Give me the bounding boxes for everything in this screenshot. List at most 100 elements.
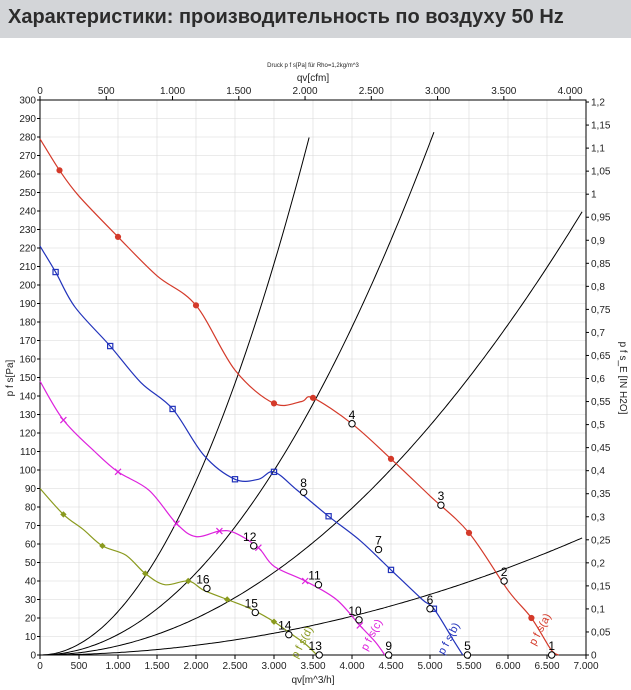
y-tick-label: 230 xyxy=(19,225,36,236)
y2-tick-label: 0,9 xyxy=(591,236,605,247)
y2-tick-label: 0,1 xyxy=(591,604,605,615)
y-tick-label: 70 xyxy=(25,521,37,532)
operating-point-marker xyxy=(374,545,383,554)
x2-tick-label: 2.500 xyxy=(359,86,384,97)
data-point xyxy=(356,621,364,629)
operating-point-label: 10 xyxy=(348,604,362,618)
y-tick-label: 60 xyxy=(25,540,37,551)
y2-tick-label: 0,4 xyxy=(591,466,605,477)
operating-point-label: 11 xyxy=(308,569,321,583)
data-point xyxy=(387,455,395,462)
y2-tick-label: 0,5 xyxy=(591,420,605,431)
x-tick-label: 6.500 xyxy=(534,661,559,672)
operating-point-marker xyxy=(285,630,293,639)
operating-point-label: 1 xyxy=(548,639,555,653)
y-tick-label: 100 xyxy=(19,466,36,477)
data-point xyxy=(60,511,67,518)
y-tick-label: 280 xyxy=(19,133,36,144)
y-tick-label: 120 xyxy=(19,429,36,440)
operating-point-label: 3 xyxy=(438,489,445,503)
data-point xyxy=(169,405,176,413)
data-point xyxy=(465,529,473,536)
operating-point-marker xyxy=(250,542,258,550)
y-tick-label: 50 xyxy=(25,558,37,569)
y2-tick-label: 1,1 xyxy=(591,144,605,155)
x2-tick-label: 4.000 xyxy=(558,86,583,97)
series-p-f-s-c- xyxy=(39,380,386,656)
y2-tick-label: 0,55 xyxy=(591,397,611,408)
operating-point-label: 13 xyxy=(309,639,323,653)
y-tick-label: 10 xyxy=(25,632,37,643)
data-point xyxy=(231,476,239,483)
data-point xyxy=(528,614,535,622)
y2-tick-label: 1 xyxy=(591,190,597,201)
x2-tick-label: 0 xyxy=(37,86,43,97)
operating-point-marker xyxy=(500,577,508,585)
x-tick-label: 3.000 xyxy=(261,661,286,672)
x2-tick-label: 3.000 xyxy=(425,86,450,97)
x-tick-label: 7.000 xyxy=(573,661,598,672)
y-tick-label: 130 xyxy=(19,410,36,421)
y2-tick-label: 0,85 xyxy=(591,259,611,270)
y-tick-label: 290 xyxy=(19,114,36,125)
operating-point-marker xyxy=(437,501,445,509)
chart-subtitle: Druck p f s[Pa] für Rho=1,2kg/m^3 xyxy=(267,63,359,69)
y2-tick-label: 0,25 xyxy=(591,535,611,546)
data-point xyxy=(192,302,200,309)
grid xyxy=(39,99,587,656)
x-tick-label: 0 xyxy=(37,661,43,672)
x-tick-label: 6.000 xyxy=(495,661,520,672)
operating-point-label: 12 xyxy=(243,530,257,544)
operating-point-label: 2 xyxy=(501,565,508,579)
y-tick-label: 260 xyxy=(19,170,36,181)
data-point xyxy=(106,342,114,350)
y-tick-label: 160 xyxy=(19,355,36,366)
x2-tick-label: 3.500 xyxy=(491,86,516,97)
x-tick-label: 4.500 xyxy=(378,661,403,672)
y2-tick-label: 0,95 xyxy=(591,213,611,224)
operating-point-marker xyxy=(315,651,323,659)
y2-tick-label: 0,65 xyxy=(591,351,611,362)
x-tick-label: 1.500 xyxy=(144,661,169,672)
data-point xyxy=(142,570,149,577)
data-point xyxy=(387,566,395,574)
y2-tick-label: 0 xyxy=(591,651,597,662)
x2-tick-label: 1.500 xyxy=(226,86,251,97)
operating-point-marker xyxy=(203,584,211,593)
series-curves xyxy=(39,138,560,656)
y2-tick-label: 0,05 xyxy=(591,627,611,638)
y-tick-label: 190 xyxy=(19,299,36,310)
x-tick-label: 500 xyxy=(71,661,88,672)
y2-tick-label: 0,3 xyxy=(591,512,605,523)
y2-tick-label: 1,05 xyxy=(591,167,611,178)
y-tick-label: 240 xyxy=(19,207,36,218)
data-point xyxy=(114,233,122,240)
x-tick-label: 3.500 xyxy=(300,661,325,672)
y2-tick-label: 1,15 xyxy=(591,121,611,132)
operating-point-marker xyxy=(348,420,356,428)
data-point xyxy=(114,468,122,476)
y-tick-label: 40 xyxy=(25,577,37,588)
x-tick-label: 1.000 xyxy=(105,661,130,672)
y-tick-label: 180 xyxy=(19,318,36,329)
x2-tick-label: 1.000 xyxy=(160,86,185,97)
operating-point-marker xyxy=(547,651,556,659)
y-tick-label: 140 xyxy=(19,392,36,403)
y2-axis-label: p f s_E [IN H2O] xyxy=(617,342,628,415)
operating-point-marker xyxy=(251,608,259,617)
data-point xyxy=(173,520,180,528)
data-point xyxy=(301,577,309,585)
x2-tick-label: 500 xyxy=(98,86,115,97)
series-p-f-s-a- xyxy=(39,138,560,656)
data-point xyxy=(215,527,223,535)
data-point xyxy=(59,416,67,424)
series-p-f-s-b- xyxy=(39,245,464,656)
y-tick-label: 270 xyxy=(19,151,36,162)
y-tick-label: 220 xyxy=(19,244,36,255)
series-p-f-s-d- xyxy=(39,488,318,656)
y-axis-label: p f s[Pa] xyxy=(5,359,16,396)
series-line xyxy=(39,380,386,656)
operating-point-label: 6 xyxy=(427,593,434,607)
x2-axis-label: qv[cfm] xyxy=(297,73,329,84)
data-point xyxy=(270,400,278,407)
